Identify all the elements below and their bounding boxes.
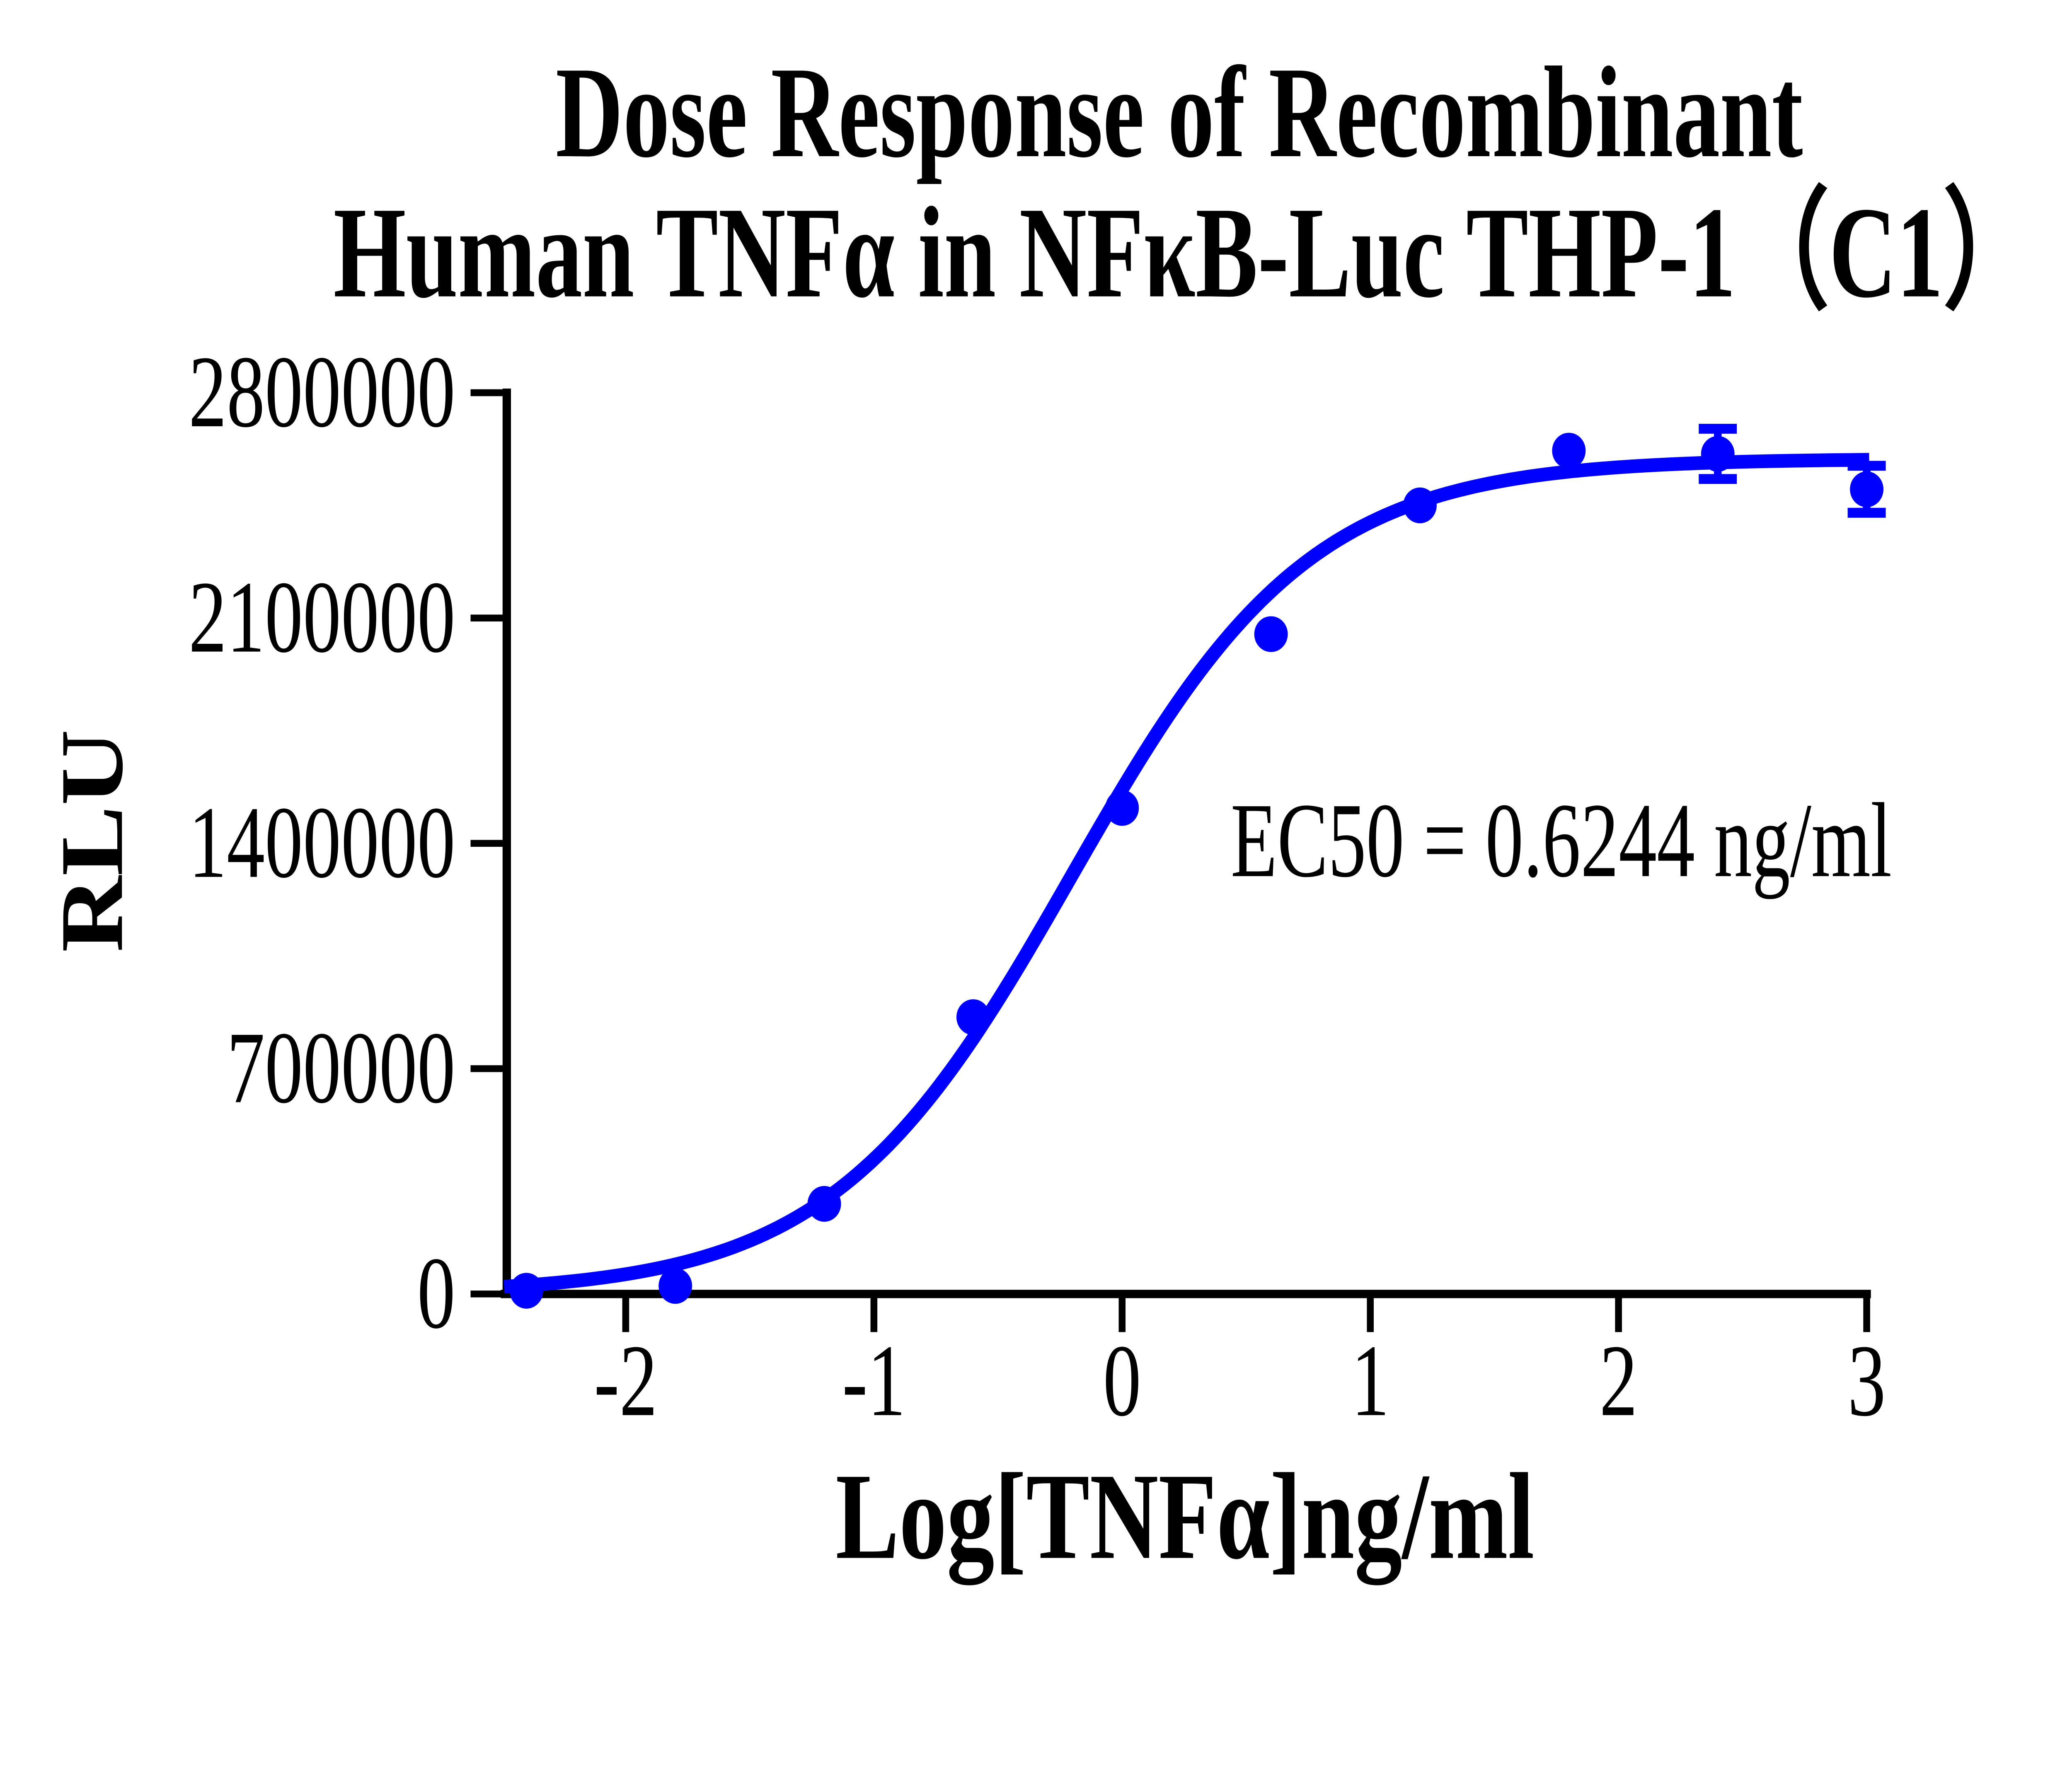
dose-response-figure: Dose Response of Recombinant Human TNFα …	[42, 40, 2037, 1587]
y-axis-title-group: RLU	[42, 729, 142, 952]
data-point	[1254, 616, 1288, 652]
ec50-annotation: EC50 = 0.6244 ng/ml	[1231, 782, 1892, 899]
x-tick-label: 2	[1600, 1324, 1638, 1438]
y-tick-label: 1400000	[189, 785, 455, 899]
y-tick-label-group: 2800000	[189, 335, 455, 449]
data-point	[1701, 436, 1735, 472]
fit-curve	[503, 453, 1870, 1294]
axes-layer: 0 700000 1400000 2100000 2800000 -2 -1 0 1 2 3	[189, 335, 1886, 1438]
chart-title-line-1: Dose Response of Recombinant	[556, 40, 1804, 185]
y-tick-label: 2100000	[189, 560, 455, 674]
x-tick-label-group: 0	[1103, 1324, 1141, 1438]
chart-canvas: Dose Response of Recombinant Human TNFα …	[42, 40, 2037, 1587]
data-point	[1850, 471, 1884, 508]
x-tick-label-group: -2	[594, 1324, 657, 1438]
y-tick-label: 2800000	[189, 335, 455, 449]
chart-title-row-2: Human TNFα in NFκB-Luc THP-1（C1）	[334, 180, 2037, 325]
ec50-annotation-group: EC50 = 0.6244 ng/ml	[1231, 782, 1892, 899]
data-point	[956, 999, 990, 1035]
y-tick-label: 700000	[227, 1011, 455, 1125]
data-point	[1403, 487, 1437, 524]
y-tick-label-group: 2100000	[189, 560, 455, 674]
x-axis-title-group: Log[TNFα]ng/ml	[835, 1448, 1534, 1587]
x-axis-title: Log[TNFα]ng/ml	[835, 1448, 1534, 1587]
y-axis-title: RLU	[42, 729, 142, 952]
x-tick-label-group: 3	[1848, 1324, 1886, 1438]
chart-title: Dose Response of Recombinant	[556, 40, 1804, 185]
data-point	[658, 1268, 692, 1304]
x-tick-label-group: -1	[842, 1324, 905, 1438]
x-tick-label-group: 1	[1351, 1324, 1389, 1438]
data-point	[1105, 790, 1139, 826]
x-tick-label: 3	[1848, 1324, 1886, 1438]
x-tick-label: 0	[1103, 1324, 1141, 1438]
x-tick-label: -2	[594, 1324, 657, 1438]
chart-title-line-2: Human TNFα in NFκB-Luc THP-1（C1）	[334, 180, 2037, 325]
y-tick-label-group: 1400000	[189, 785, 455, 899]
y-tick-label-group: 0	[417, 1236, 455, 1350]
x-tick-label: 1	[1351, 1324, 1389, 1438]
x-tick-label-group: 2	[1600, 1324, 1638, 1438]
x-tick-label: -1	[842, 1324, 905, 1438]
plot-layer	[503, 424, 1886, 1309]
data-point	[1552, 433, 1586, 469]
data-point	[807, 1186, 841, 1222]
y-tick-label-group: 700000	[227, 1011, 455, 1125]
data-point	[509, 1273, 543, 1309]
y-tick-label: 0	[417, 1236, 455, 1350]
